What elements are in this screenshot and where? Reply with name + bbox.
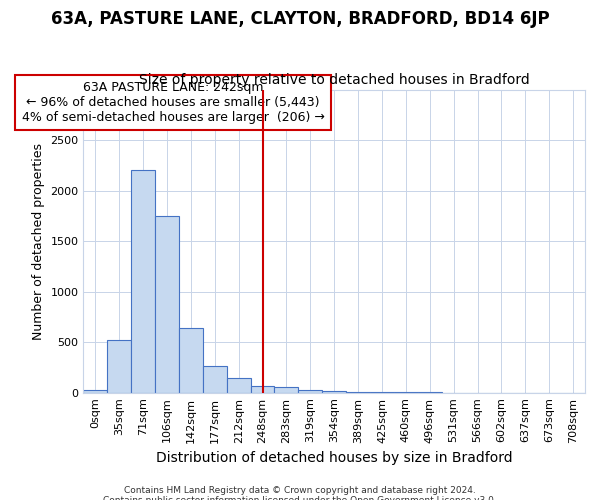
Title: Size of property relative to detached houses in Bradford: Size of property relative to detached ho… [139, 73, 530, 87]
X-axis label: Distribution of detached houses by size in Bradford: Distribution of detached houses by size … [156, 451, 512, 465]
Bar [83, 390, 107, 392]
Text: Contains public sector information licensed under the Open Government Licence v3: Contains public sector information licen… [103, 496, 497, 500]
Bar [298, 390, 322, 392]
Bar [251, 386, 274, 392]
Bar [274, 387, 298, 392]
Y-axis label: Number of detached properties: Number of detached properties [32, 142, 45, 340]
Bar [107, 340, 131, 392]
Bar [322, 390, 346, 392]
Bar [179, 328, 203, 392]
Bar [227, 378, 251, 392]
Bar [131, 170, 155, 392]
Text: Contains HM Land Registry data © Crown copyright and database right 2024.: Contains HM Land Registry data © Crown c… [124, 486, 476, 495]
Bar [203, 366, 227, 392]
Text: 63A, PASTURE LANE, CLAYTON, BRADFORD, BD14 6JP: 63A, PASTURE LANE, CLAYTON, BRADFORD, BD… [50, 10, 550, 28]
Text: 63A PASTURE LANE: 242sqm
← 96% of detached houses are smaller (5,443)
4% of semi: 63A PASTURE LANE: 242sqm ← 96% of detach… [22, 81, 325, 124]
Bar [155, 216, 179, 392]
